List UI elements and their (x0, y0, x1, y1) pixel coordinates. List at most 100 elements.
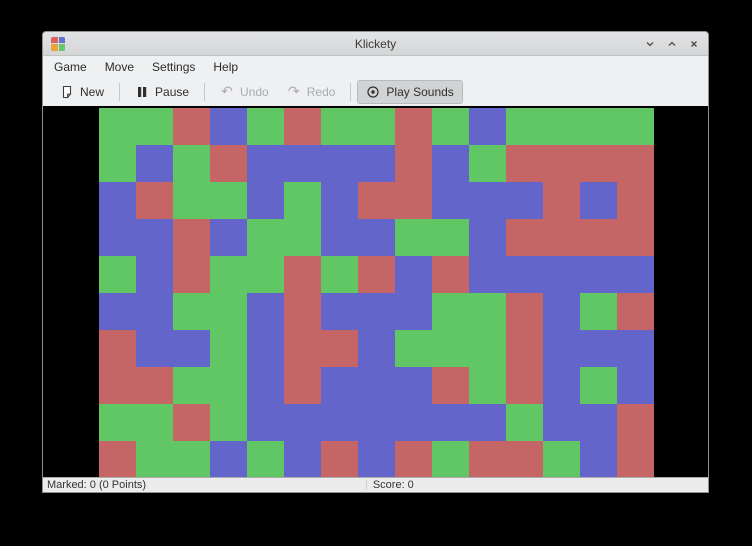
tile-r3-c11[interactable] (469, 182, 506, 219)
tile-r7-c13[interactable] (543, 330, 580, 367)
tile-r3-c10[interactable] (432, 182, 469, 219)
tile-r7-c6[interactable] (284, 330, 321, 367)
tile-r5-c5[interactable] (247, 256, 284, 293)
tile-r4-c5[interactable] (247, 219, 284, 256)
tile-r4-c11[interactable] (469, 219, 506, 256)
tile-r2-c14[interactable] (580, 145, 617, 182)
tile-r1-c14[interactable] (580, 108, 617, 145)
tile-r6-c5[interactable] (247, 293, 284, 330)
tile-r5-c3[interactable] (173, 256, 210, 293)
tile-r2-c9[interactable] (395, 145, 432, 182)
tile-r6-c9[interactable] (395, 293, 432, 330)
tile-r6-c2[interactable] (136, 293, 173, 330)
tile-r1-c4[interactable] (210, 108, 247, 145)
tile-r5-c14[interactable] (580, 256, 617, 293)
tile-r2-c10[interactable] (432, 145, 469, 182)
tile-r10-c11[interactable] (469, 441, 506, 477)
tile-r2-c1[interactable] (99, 145, 136, 182)
tile-r5-c12[interactable] (506, 256, 543, 293)
tile-r1-c10[interactable] (432, 108, 469, 145)
menu-settings[interactable]: Settings (152, 59, 196, 74)
tile-r4-c4[interactable] (210, 219, 247, 256)
menu-move[interactable]: Move (104, 59, 135, 74)
tile-r5-c8[interactable] (358, 256, 395, 293)
tile-r8-c2[interactable] (136, 367, 173, 404)
tile-r8-c15[interactable] (617, 367, 654, 404)
tile-r5-c6[interactable] (284, 256, 321, 293)
tile-r9-c12[interactable] (506, 404, 543, 441)
pause-button[interactable]: Pause (126, 80, 198, 104)
tile-r8-c7[interactable] (321, 367, 358, 404)
tile-r3-c14[interactable] (580, 182, 617, 219)
tile-r7-c9[interactable] (395, 330, 432, 367)
tile-r2-c7[interactable] (321, 145, 358, 182)
tile-r10-c2[interactable] (136, 441, 173, 477)
tile-r6-c1[interactable] (99, 293, 136, 330)
tile-r5-c4[interactable] (210, 256, 247, 293)
tile-r3-c6[interactable] (284, 182, 321, 219)
tile-r6-c7[interactable] (321, 293, 358, 330)
tile-r4-c3[interactable] (173, 219, 210, 256)
tile-r1-c6[interactable] (284, 108, 321, 145)
tile-r8-c6[interactable] (284, 367, 321, 404)
tile-r9-c13[interactable] (543, 404, 580, 441)
tile-r8-c11[interactable] (469, 367, 506, 404)
tile-r8-c10[interactable] (432, 367, 469, 404)
tile-r4-c14[interactable] (580, 219, 617, 256)
tile-r10-c5[interactable] (247, 441, 284, 477)
tile-r3-c3[interactable] (173, 182, 210, 219)
tile-r6-c6[interactable] (284, 293, 321, 330)
tile-r4-c10[interactable] (432, 219, 469, 256)
tile-r6-c10[interactable] (432, 293, 469, 330)
tile-r7-c10[interactable] (432, 330, 469, 367)
tile-r6-c11[interactable] (469, 293, 506, 330)
tile-r2-c5[interactable] (247, 145, 284, 182)
tile-r2-c3[interactable] (173, 145, 210, 182)
tile-r4-c6[interactable] (284, 219, 321, 256)
tile-r4-c7[interactable] (321, 219, 358, 256)
new-button[interactable]: New (51, 80, 113, 104)
tile-r1-c3[interactable] (173, 108, 210, 145)
tile-r3-c7[interactable] (321, 182, 358, 219)
tile-r9-c4[interactable] (210, 404, 247, 441)
tile-r5-c2[interactable] (136, 256, 173, 293)
tile-r2-c8[interactable] (358, 145, 395, 182)
tile-r9-c2[interactable] (136, 404, 173, 441)
tile-r5-c9[interactable] (395, 256, 432, 293)
tile-r3-c8[interactable] (358, 182, 395, 219)
tile-r9-c14[interactable] (580, 404, 617, 441)
tile-r4-c15[interactable] (617, 219, 654, 256)
tile-r9-c5[interactable] (247, 404, 284, 441)
tile-r1-c11[interactable] (469, 108, 506, 145)
tile-r10-c9[interactable] (395, 441, 432, 477)
tile-r7-c2[interactable] (136, 330, 173, 367)
tile-r2-c11[interactable] (469, 145, 506, 182)
tile-r10-c10[interactable] (432, 441, 469, 477)
tile-r3-c15[interactable] (617, 182, 654, 219)
tile-r9-c1[interactable] (99, 404, 136, 441)
tile-r9-c9[interactable] (395, 404, 432, 441)
tile-r1-c1[interactable] (99, 108, 136, 145)
tile-r10-c15[interactable] (617, 441, 654, 477)
menu-help[interactable]: Help (213, 59, 239, 74)
tile-r7-c3[interactable] (173, 330, 210, 367)
maximize-icon[interactable] (666, 38, 678, 50)
redo-button[interactable]: ↷ Redo (278, 80, 345, 104)
tile-r2-c6[interactable] (284, 145, 321, 182)
tile-r10-c4[interactable] (210, 441, 247, 477)
tile-r7-c8[interactable] (358, 330, 395, 367)
tile-r3-c9[interactable] (395, 182, 432, 219)
tile-r2-c13[interactable] (543, 145, 580, 182)
tile-r4-c8[interactable] (358, 219, 395, 256)
tile-r8-c3[interactable] (173, 367, 210, 404)
tile-r7-c7[interactable] (321, 330, 358, 367)
tile-r6-c12[interactable] (506, 293, 543, 330)
tile-r8-c13[interactable] (543, 367, 580, 404)
tile-r9-c8[interactable] (358, 404, 395, 441)
tile-r10-c13[interactable] (543, 441, 580, 477)
tile-r5-c15[interactable] (617, 256, 654, 293)
tile-r9-c15[interactable] (617, 404, 654, 441)
tile-r5-c11[interactable] (469, 256, 506, 293)
tile-r2-c15[interactable] (617, 145, 654, 182)
tile-r4-c12[interactable] (506, 219, 543, 256)
